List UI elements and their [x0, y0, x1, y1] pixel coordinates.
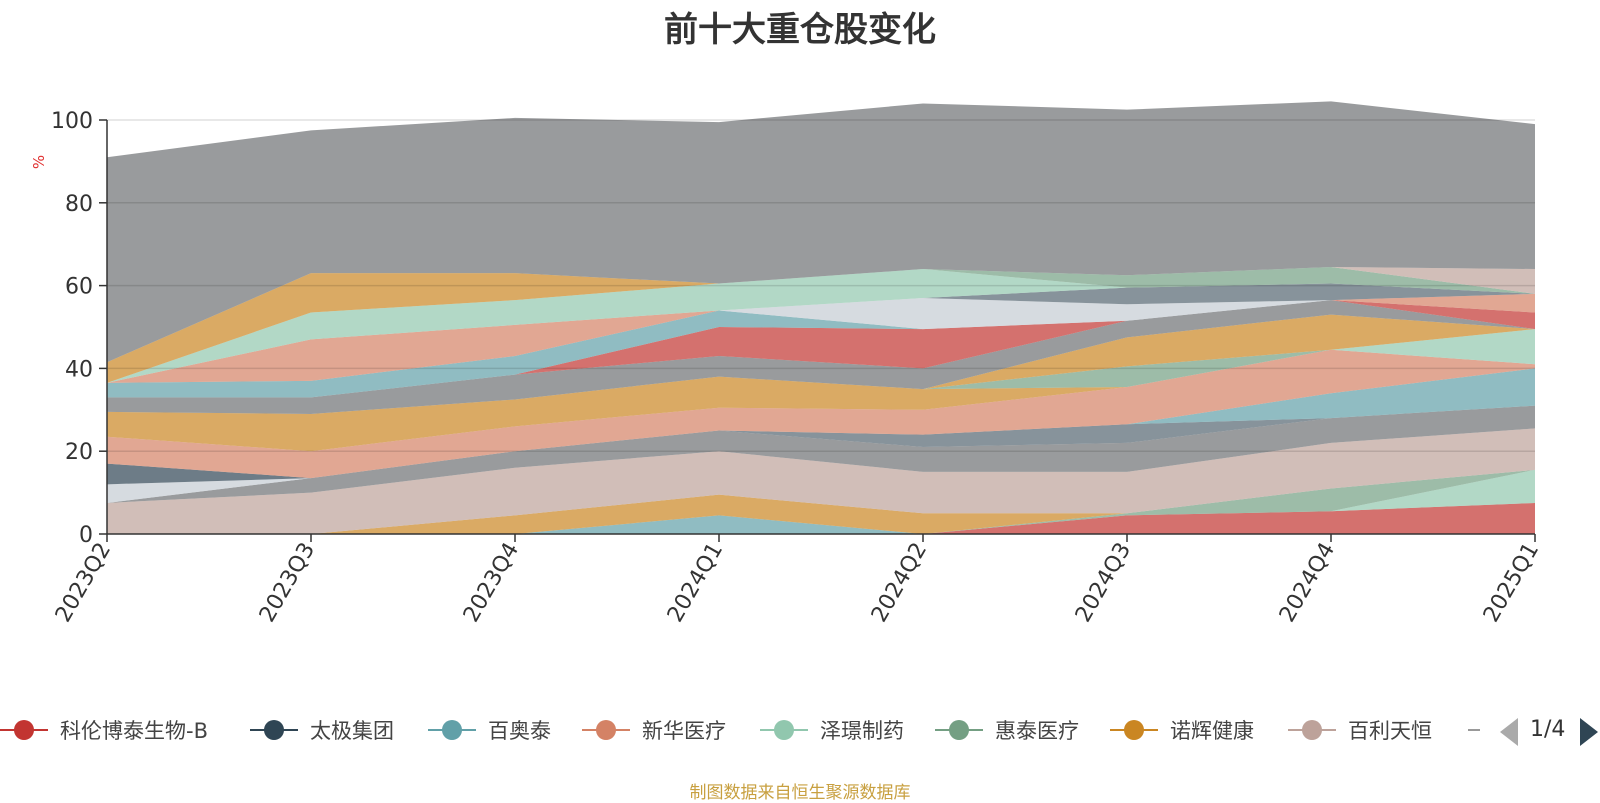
legend-label: 科伦博泰生物-B: [60, 719, 208, 743]
legend-next-page-icon[interactable]: [1580, 718, 1598, 746]
y-tick-label-5: 100: [51, 109, 93, 134]
area-series-7: [107, 405, 1535, 503]
legend-label: 百奥泰: [488, 719, 551, 743]
legend-item[interactable]: 百奥泰: [428, 712, 551, 748]
y-tick-label-3: 60: [65, 275, 93, 300]
legend-label: 百利天恒: [1348, 719, 1432, 743]
x-tick-label-2: 2023Q4: [459, 539, 524, 627]
legend-item[interactable]: 诺辉健康: [1110, 712, 1254, 748]
area-series-6: [107, 428, 1535, 534]
area-series-8: [107, 405, 1535, 503]
area-series-4: [107, 469, 1535, 534]
legend-symbol-icon: [1288, 718, 1336, 742]
area-series-19: [107, 300, 1535, 398]
area-series-25: [107, 269, 1535, 383]
y-axis-label: %: [30, 155, 48, 169]
y-tick-label-4: 80: [65, 192, 93, 217]
legend-item[interactable]: 泽璟制药: [760, 712, 904, 748]
x-tick-label-1: 2023Q3: [255, 539, 320, 627]
legend-symbol-icon: [582, 718, 630, 742]
area-series-16: [107, 314, 1535, 414]
legend-item[interactable]: 百利天恒: [1288, 712, 1432, 748]
area-series-28: [107, 101, 1535, 363]
legend-item[interactable]: 太极集团: [250, 712, 394, 748]
area-series-0: [107, 502, 1535, 534]
legend-item[interactable]: 惠泰医疗: [935, 712, 1079, 748]
legend-symbol-icon: [0, 718, 48, 742]
legend-label: 诺辉健康: [1170, 719, 1254, 743]
x-tick-label-4: 2024Q2: [867, 539, 932, 627]
area-series-18: [107, 300, 1535, 398]
legend-label: 泽璟制药: [820, 719, 904, 743]
area-series-14: [107, 349, 1535, 414]
area-series-24: [107, 269, 1535, 383]
data-source-note: 制图数据来自恒生聚源数据库: [689, 783, 911, 803]
area-series-22: [107, 283, 1535, 383]
y-tick-label-1: 20: [65, 440, 93, 465]
legend-symbol-icon: [760, 718, 808, 742]
x-tick-label-3: 2024Q1: [663, 539, 728, 627]
legend-page-indicator: 1/4: [1530, 717, 1566, 742]
x-tick-label-7: 2025Q1: [1479, 539, 1544, 627]
legend-label: 新华医疗: [642, 719, 726, 743]
area-series-17: [107, 300, 1535, 414]
legend-item[interactable]: 新华医疗: [582, 712, 726, 748]
legend-overflow-item: [1468, 712, 1480, 748]
x-tick-label-0: 2023Q2: [51, 539, 116, 627]
y-tick-label-0: 0: [79, 523, 93, 548]
legend-item[interactable]: 科伦博泰生物-B: [0, 712, 208, 748]
area-series-26: [107, 266, 1535, 363]
chart-title: 前十大重仓股变化: [664, 10, 936, 50]
legend-prev-page-icon[interactable]: [1500, 718, 1518, 746]
area-series-20: [107, 298, 1535, 383]
legend-label: 太极集团: [310, 719, 394, 743]
legend-symbol-icon: [250, 718, 298, 742]
x-tick-label-5: 2024Q3: [1071, 539, 1136, 627]
legend-label: 惠泰医疗: [995, 719, 1079, 743]
legend-symbol-icon: [1110, 718, 1158, 742]
y-tick-label-2: 40: [65, 357, 93, 382]
area-series-21: [107, 293, 1535, 383]
legend-symbol-icon: [935, 718, 983, 742]
area-series-13: [107, 349, 1535, 452]
legend: 科伦博泰生物-B 太极集团 百奥泰 新华医疗 泽璟制药 惠泰医疗 诺辉健康 百利天恒: [0, 712, 1600, 748]
area-series-2: [107, 469, 1535, 534]
x-tick-label-6: 2024Q4: [1275, 539, 1340, 627]
legend-symbol-icon: [428, 718, 476, 742]
area-series-12: [107, 349, 1535, 479]
